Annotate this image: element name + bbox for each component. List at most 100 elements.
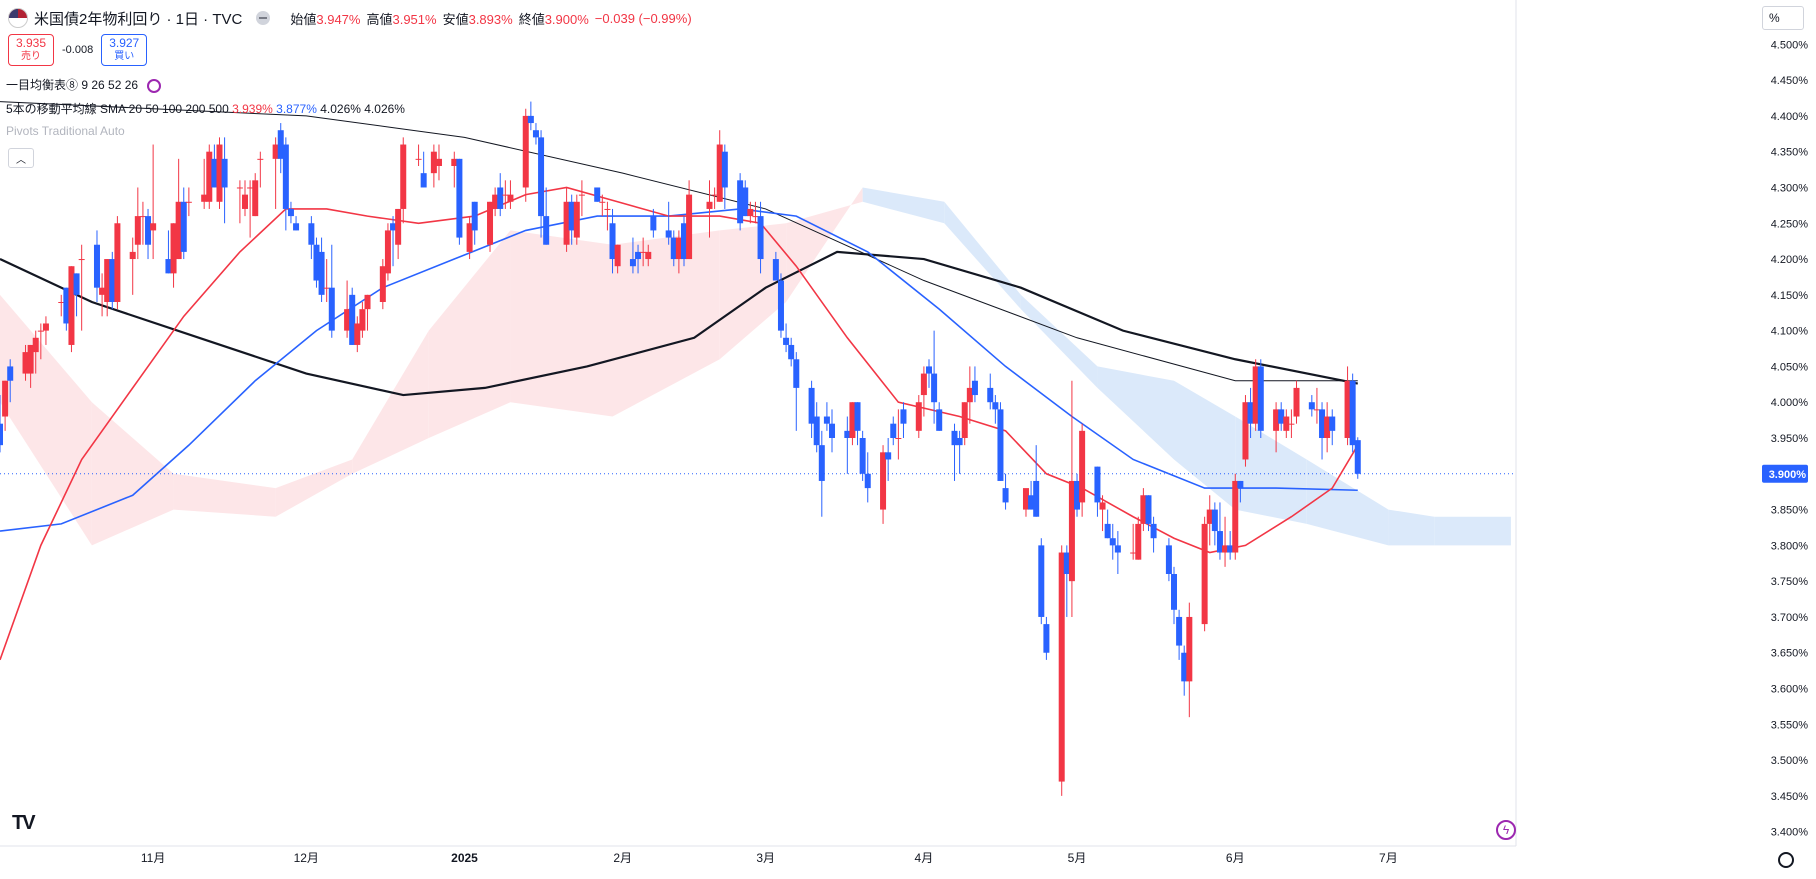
- candle-body: [992, 402, 999, 410]
- candle-body: [599, 201, 606, 203]
- minimize-icon[interactable]: [256, 11, 271, 25]
- cloud-segment: [1020, 294, 1098, 388]
- candle-body: [313, 244, 320, 281]
- candle-body: [257, 158, 264, 160]
- candle-body: [1033, 480, 1040, 517]
- candle-body: [206, 151, 213, 202]
- collapse-indicators-button[interactable]: ︿: [8, 148, 34, 168]
- candle-body: [150, 223, 157, 231]
- candle-body: [987, 387, 994, 403]
- x-tick-label: 4月: [915, 851, 934, 865]
- tradingview-logo[interactable]: TV: [12, 812, 36, 834]
- candle-body: [323, 287, 330, 289]
- candle-body: [1074, 480, 1081, 510]
- candle-body: [1104, 523, 1111, 539]
- ma100-line: [0, 101, 1358, 382]
- candle-body: [686, 194, 693, 260]
- candle-body: [32, 337, 39, 353]
- y-tick-label: 3.550%: [1771, 719, 1809, 731]
- candle-body: [1114, 545, 1121, 553]
- candle-body: [1319, 409, 1326, 438]
- candle-body: [287, 208, 294, 217]
- candle-body: [1293, 387, 1300, 417]
- candle-body: [379, 266, 386, 302]
- cloud-segment: [1097, 366, 1175, 460]
- sell-button[interactable]: 3.935 売り: [8, 34, 54, 66]
- candle-body: [37, 330, 44, 332]
- y-tick-label: 3.450%: [1771, 791, 1809, 803]
- y-tick-label: 4.300%: [1771, 182, 1809, 194]
- cloud-segment: [1235, 416, 1307, 524]
- candle-body: [1058, 552, 1065, 782]
- candle-body: [895, 438, 902, 439]
- candle-body: [951, 430, 958, 446]
- candle-body: [721, 151, 728, 188]
- indicator-ichimoku[interactable]: 一目均衡表⑧ 9 26 52 26: [6, 76, 162, 93]
- lightning-icon[interactable]: ϟ: [1496, 820, 1516, 840]
- candle-body: [282, 144, 289, 209]
- candle-body: [42, 323, 49, 331]
- pivots-label: Pivots Traditional Auto: [6, 124, 125, 138]
- candle-body: [711, 194, 718, 196]
- candle-body: [7, 366, 14, 381]
- candle-body: [272, 144, 279, 159]
- candle-body: [384, 230, 391, 274]
- y-tick-label: 3.400%: [1771, 827, 1809, 839]
- candle-body: [650, 216, 657, 231]
- candle-body: [165, 259, 172, 274]
- candle-body: [915, 402, 922, 431]
- ma-value: 4.026%: [316, 102, 361, 116]
- candle-body: [185, 201, 192, 203]
- candle-body: [752, 216, 759, 218]
- ma20-line: [0, 186, 1359, 661]
- indicator-ma[interactable]: 5本の移動平均線 SMA 20 50 100 200 500 3.939% 3.…: [6, 100, 405, 117]
- candle-body: [665, 230, 672, 238]
- candle-body: [563, 201, 570, 245]
- cloud-segment: [352, 330, 429, 474]
- candle-body: [1329, 416, 1336, 431]
- symbol-title[interactable]: 米国債2年物利回り · 1日 · TVC: [34, 10, 243, 28]
- ma-value: 3.939%: [232, 102, 273, 116]
- x-tick-label: 2月: [613, 851, 632, 865]
- candle-body: [925, 366, 932, 374]
- ohlc-value: 3.947%: [316, 11, 361, 27]
- candle-body: [1211, 509, 1218, 532]
- candle-body: [68, 266, 75, 345]
- ohlc-label: 安値: [442, 11, 469, 27]
- indicator-pivots[interactable]: Pivots Traditional Auto: [6, 124, 125, 138]
- y-tick-label: 4.450%: [1771, 75, 1809, 87]
- settings-gear-icon[interactable]: [1778, 852, 1794, 868]
- candle-body: [1227, 545, 1234, 553]
- candle-body: [1140, 495, 1147, 524]
- candle-body: [1216, 531, 1223, 553]
- candle-body: [435, 158, 442, 166]
- x-tick-label: 3月: [756, 851, 775, 865]
- loading-icon: [147, 78, 162, 93]
- candle-body: [318, 251, 325, 295]
- candle-body: [742, 187, 749, 217]
- candle-body: [594, 187, 601, 202]
- candle-body: [1022, 488, 1029, 510]
- ohlc-value: 3.900%: [544, 11, 589, 27]
- candle-body: [354, 323, 361, 345]
- candle-body: [134, 216, 141, 245]
- candle-body: [568, 201, 575, 231]
- candle-body: [813, 416, 820, 446]
- y-tick-label: 3.950%: [1771, 433, 1809, 445]
- candle-body: [859, 438, 866, 474]
- x-tick-label: 12月: [294, 851, 319, 865]
- candle-body: [1109, 538, 1116, 546]
- x-tick-label: 11月: [141, 851, 165, 865]
- candle-body: [201, 194, 208, 202]
- candle-body: [497, 187, 504, 209]
- symbol-header: 米国債2年物利回り · 1日 · TVC 始値3.947% 高値3.951% 安値3…: [8, 6, 692, 30]
- candle-body: [823, 416, 830, 424]
- ma-label: 5本の移動平均線 SMA 20 50 100 200 500: [6, 102, 229, 116]
- percent-scale-button[interactable]: %: [1762, 6, 1804, 30]
- cloud-segment: [1434, 516, 1511, 546]
- last-price-label: 3.900%: [1769, 469, 1807, 481]
- candle-body: [737, 180, 744, 224]
- buy-button[interactable]: 3.927 買い: [101, 34, 148, 66]
